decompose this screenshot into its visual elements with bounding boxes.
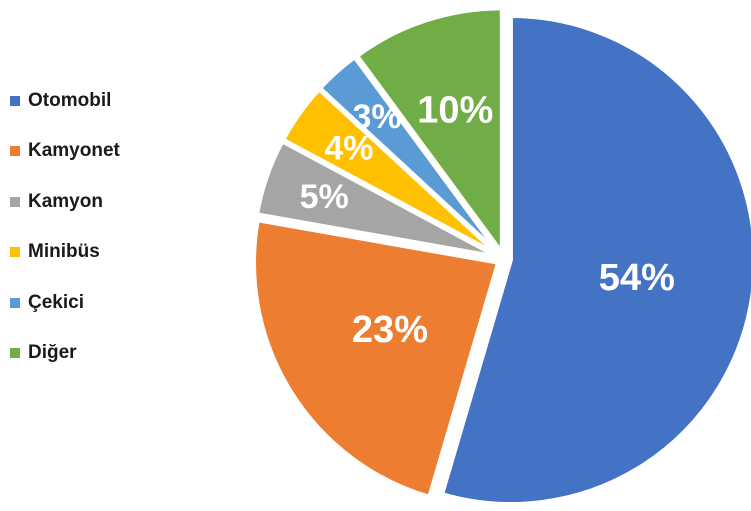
legend-label-diger: Diğer xyxy=(28,342,77,364)
pie-slice-kamyon xyxy=(254,138,499,259)
legend-label-otomobil: Otomobil xyxy=(28,89,112,111)
legend-swatch-otomobil xyxy=(10,95,20,106)
legend-swatch-cekici xyxy=(10,297,20,308)
legend-swatch-diger xyxy=(10,348,20,359)
legend-label-minibus: Minibüs xyxy=(28,241,100,263)
pie-slice-cekici xyxy=(317,54,501,256)
data-label-otomobil: 54% xyxy=(599,257,675,299)
legend-item-kamyonet: Kamyonet xyxy=(10,139,210,164)
legend-label-cekici: Çekici xyxy=(28,291,84,313)
data-label-kamyon: 5% xyxy=(300,178,349,216)
legend-item-diger: Diğer xyxy=(10,341,210,366)
data-label-kamyonet: 23% xyxy=(352,309,428,351)
legend-item-minibus: Minibüs xyxy=(10,240,210,265)
data-label-cekici: 3% xyxy=(353,98,402,136)
legend-swatch-kamyonet xyxy=(10,146,20,157)
legend-swatch-minibus xyxy=(10,247,20,258)
pie-slice-kamyonet xyxy=(252,218,501,500)
legend: Otomobil Kamyonet Kamyon Minibüs Çekici … xyxy=(10,88,210,392)
legend-swatch-kamyon xyxy=(10,196,20,207)
pie-slice-diger xyxy=(354,6,504,259)
legend-item-otomobil: Otomobil xyxy=(10,88,210,113)
legend-item-cekici: Çekici xyxy=(10,290,210,315)
legend-item-kamyon: Kamyon xyxy=(10,189,210,214)
data-label-diger: 10% xyxy=(417,90,493,132)
legend-label-kamyonet: Kamyonet xyxy=(28,140,120,162)
pie-slice-otomobil xyxy=(439,13,751,506)
data-label-minibus: 4% xyxy=(324,130,373,168)
legend-label-kamyon: Kamyon xyxy=(28,190,103,212)
